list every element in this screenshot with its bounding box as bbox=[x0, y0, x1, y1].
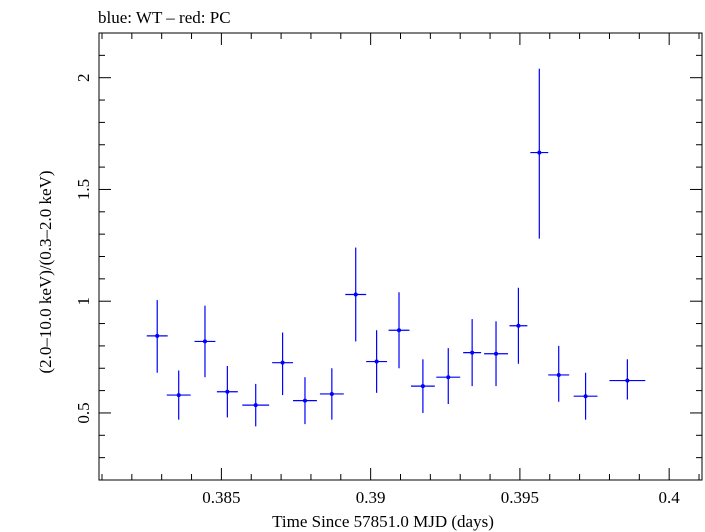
point-marker bbox=[353, 292, 358, 297]
data-point bbox=[166, 370, 191, 420]
x-tick-label: 0.395 bbox=[501, 488, 539, 507]
data-point bbox=[410, 359, 435, 413]
data-point bbox=[463, 319, 482, 387]
data-point bbox=[573, 372, 598, 420]
data-point bbox=[242, 383, 270, 427]
point-marker bbox=[280, 360, 285, 365]
data-point bbox=[319, 368, 344, 420]
axis-ticks bbox=[99, 32, 702, 481]
data-point bbox=[484, 321, 508, 387]
x-tick-label: 0.39 bbox=[356, 488, 386, 507]
point-marker bbox=[494, 351, 499, 356]
y-tick-label: 1.5 bbox=[74, 179, 93, 200]
y-tick-label: 0.5 bbox=[74, 402, 93, 423]
y-tick-label: 2 bbox=[74, 73, 93, 82]
chart-title: blue: WT – red: PC bbox=[98, 8, 231, 27]
point-marker bbox=[225, 389, 230, 394]
data-point bbox=[509, 287, 528, 364]
point-marker bbox=[374, 359, 379, 364]
plot-frame bbox=[98, 32, 703, 481]
data-point bbox=[194, 305, 216, 378]
point-marker bbox=[397, 328, 402, 333]
data-point bbox=[436, 348, 461, 405]
data-points bbox=[146, 68, 646, 427]
y-tick-label: 1 bbox=[74, 297, 93, 306]
point-marker bbox=[470, 350, 475, 355]
data-point bbox=[146, 300, 168, 373]
data-point bbox=[216, 366, 238, 418]
y-axis-label: (2.0–10.0 keV)/(0.3–2.0 keV) bbox=[36, 170, 55, 373]
point-marker bbox=[253, 403, 258, 408]
point-marker bbox=[202, 339, 207, 344]
point-marker bbox=[446, 375, 451, 380]
point-marker bbox=[302, 398, 307, 403]
point-marker bbox=[516, 323, 521, 328]
data-point bbox=[345, 247, 367, 342]
x-tick-label: 0.4 bbox=[659, 488, 681, 507]
y-tick-labels: 0.5 1 1.5 2 bbox=[74, 73, 93, 423]
point-marker bbox=[583, 394, 588, 399]
x-tick-labels: 0.385 0.39 0.395 0.4 bbox=[202, 488, 680, 507]
point-marker bbox=[625, 378, 630, 383]
data-point bbox=[366, 330, 388, 393]
point-marker bbox=[556, 372, 561, 377]
data-point bbox=[388, 292, 410, 369]
data-point bbox=[548, 345, 570, 402]
point-marker bbox=[329, 391, 334, 396]
x-tick-label: 0.385 bbox=[202, 488, 240, 507]
data-point bbox=[530, 68, 549, 239]
point-marker bbox=[155, 333, 160, 338]
x-axis-label: Time Since 57851.0 MJD (days) bbox=[272, 512, 494, 531]
point-marker bbox=[420, 384, 425, 389]
point-marker bbox=[537, 150, 542, 155]
data-point bbox=[609, 359, 646, 400]
data-point bbox=[272, 332, 294, 396]
point-marker bbox=[176, 393, 181, 398]
data-point bbox=[293, 377, 317, 425]
